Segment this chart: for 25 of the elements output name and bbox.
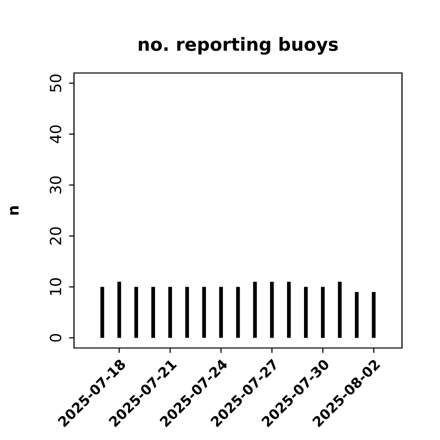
bar [100,286,104,338]
bar [253,282,257,338]
chart-title: no. reporting buoys [138,37,338,55]
bar [338,282,342,338]
y-tick-label: 20 [50,227,62,245]
y-tick-label: 0 [50,334,62,342]
y-tick-label: 10 [50,278,62,295]
bar [185,286,189,338]
bar [320,286,325,338]
bar [270,282,274,338]
bar [287,282,291,338]
y-tick-label: 50 [50,74,62,92]
bar [236,286,240,338]
bar [168,286,172,338]
y-tick-label: 30 [50,176,62,194]
y-axis-title: n [10,206,19,215]
bar [117,282,122,338]
bar [202,286,206,338]
bar [134,286,138,338]
bar [304,286,308,338]
bar [151,286,156,338]
bar [354,292,359,338]
bar [372,292,376,338]
y-tick-label: 40 [50,125,62,144]
bar [219,286,223,338]
